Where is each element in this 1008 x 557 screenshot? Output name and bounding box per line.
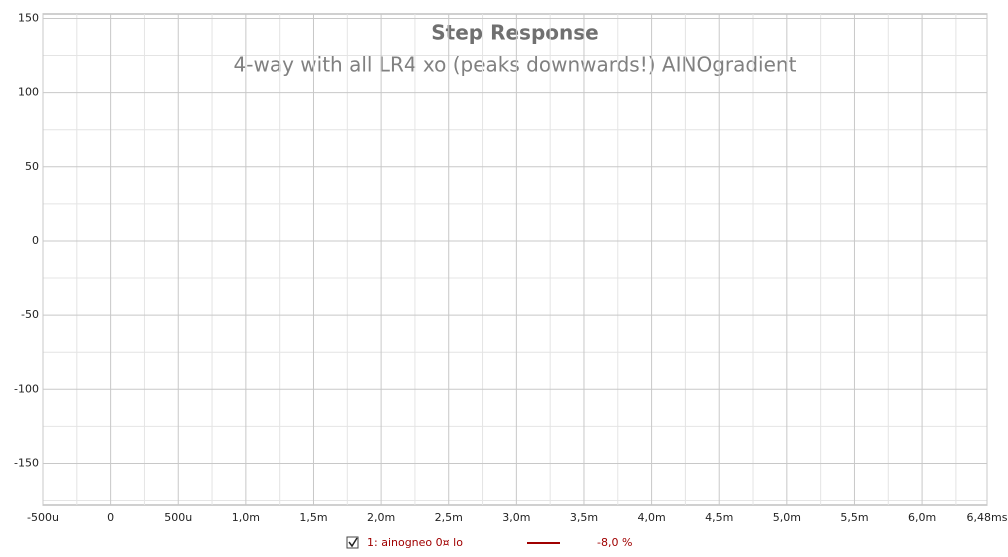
checkmark bbox=[348, 537, 358, 548]
x-tick-label: -500u bbox=[27, 511, 59, 524]
chart-title: Step Response bbox=[431, 21, 598, 45]
y-tick-label: -150 bbox=[14, 456, 39, 469]
x-tick-label: 3,0m bbox=[502, 511, 530, 524]
legend-checkbox[interactable] bbox=[346, 536, 359, 549]
y-tick-label: 50 bbox=[25, 160, 39, 173]
chart-subtitle: 4-way with all LR4 xo (peaks downwards!)… bbox=[234, 53, 797, 77]
x-tick-label: 3,5m bbox=[570, 511, 598, 524]
x-tick-label: 2,5m bbox=[435, 511, 463, 524]
legend-label: 1: ainogneo 0¤ lo bbox=[367, 536, 463, 549]
x-tick-label: 6,48ms bbox=[967, 511, 1008, 524]
x-tick-label: 0 bbox=[107, 511, 114, 524]
x-tick-label: 5,0m bbox=[773, 511, 801, 524]
x-tick-label: 6,0m bbox=[908, 511, 936, 524]
x-tick-label: 4,0m bbox=[637, 511, 665, 524]
legend-value: -8,0 % bbox=[597, 536, 632, 549]
x-tick-label: 500u bbox=[164, 511, 192, 524]
x-tick-label: 4,5m bbox=[705, 511, 733, 524]
plot-area bbox=[42, 13, 988, 506]
x-tick-label: 5,5m bbox=[840, 511, 868, 524]
y-tick-label: -100 bbox=[14, 382, 39, 395]
x-tick-label: 1,5m bbox=[299, 511, 327, 524]
x-tick-label: 1,0m bbox=[232, 511, 260, 524]
y-tick-label: 0 bbox=[32, 234, 39, 247]
y-tick-label: 100 bbox=[18, 86, 39, 99]
y-tick-label: -50 bbox=[21, 308, 39, 321]
x-tick-label: 2,0m bbox=[367, 511, 395, 524]
y-tick-label: 150 bbox=[18, 11, 39, 24]
